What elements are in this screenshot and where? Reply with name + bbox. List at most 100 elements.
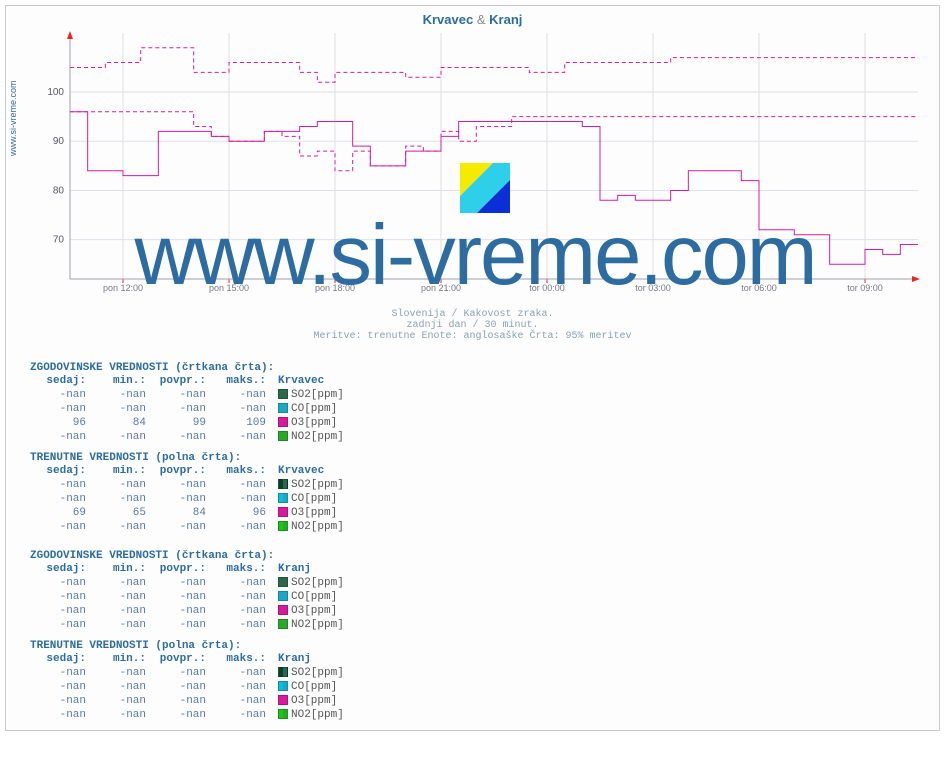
cell-value: -nan: [210, 680, 270, 694]
cell-value: -nan: [210, 694, 270, 708]
chart-plot: 708090100pon 12:00pon 15:00pon 18:00pon …: [42, 29, 928, 297]
cell-label: NO2[ppm]: [270, 708, 348, 722]
table-row: 69658496O3[ppm]: [30, 506, 348, 520]
svg-text:90: 90: [53, 136, 65, 147]
cell-label: O3[ppm]: [270, 604, 348, 618]
cell-value: 84: [150, 506, 210, 520]
table-row: -nan-nan-nan-nanNO2[ppm]: [30, 430, 348, 444]
cell-value: -nan: [30, 478, 90, 492]
cell-label: NO2[ppm]: [270, 520, 348, 534]
table-row: -nan-nan-nan-nanO3[ppm]: [30, 604, 348, 618]
table-row: -nan-nan-nan-nanCO[ppm]: [30, 402, 348, 416]
col-header: maks.:: [210, 464, 270, 478]
cell-value: -nan: [30, 680, 90, 694]
svg-text:pon 15:00: pon 15:00: [209, 283, 249, 293]
cell-value: -nan: [90, 590, 150, 604]
col-header: sedaj:: [30, 562, 90, 576]
cell-value: -nan: [90, 430, 150, 444]
cell-value: -nan: [210, 576, 270, 590]
values-table: sedaj:min.:povpr.:maks.:Krvavec-nan-nan-…: [30, 464, 348, 534]
title-amp: &: [477, 12, 486, 27]
col-header: min.:: [90, 652, 150, 666]
cell-value: 99: [150, 416, 210, 430]
cell-label: SO2[ppm]: [270, 388, 348, 402]
cell-value: -nan: [150, 666, 210, 680]
svg-text:70: 70: [53, 235, 65, 246]
cell-value: -nan: [90, 618, 150, 632]
cell-value: -nan: [90, 604, 150, 618]
table-row: -nan-nan-nan-nanSO2[ppm]: [30, 666, 348, 680]
data-tables: ZGODOVINSKE VREDNOSTI (črtkana črta):sed…: [6, 350, 939, 730]
col-header: min.:: [90, 562, 150, 576]
legend-swatch: [278, 417, 288, 427]
station-header: Krvavec: [270, 464, 348, 478]
cell-value: -nan: [150, 430, 210, 444]
cell-value: -nan: [210, 430, 270, 444]
cell-value: 65: [90, 506, 150, 520]
cell-value: -nan: [150, 694, 210, 708]
cell-value: -nan: [90, 478, 150, 492]
cell-value: -nan: [30, 520, 90, 534]
station-header: Kranj: [270, 562, 348, 576]
cell-label: SO2[ppm]: [270, 478, 348, 492]
legend-swatch: [278, 709, 288, 719]
cell-value: 96: [210, 506, 270, 520]
chart-container: www.si-vreme.com Krvavec & Kranj 7080901…: [5, 5, 940, 731]
cell-value: -nan: [150, 478, 210, 492]
legend-swatch: [278, 521, 288, 531]
meta-line-3: Meritve: trenutne Enote: anglosaške Črta…: [6, 331, 939, 342]
legend-swatch: [278, 681, 288, 691]
section-heading: TRENUTNE VREDNOSTI (polna črta):: [30, 452, 939, 464]
cell-value: -nan: [150, 604, 210, 618]
legend-swatch: [278, 479, 288, 489]
cell-value: -nan: [210, 402, 270, 416]
svg-text:pon 18:00: pon 18:00: [315, 283, 355, 293]
cell-value: -nan: [30, 492, 90, 506]
cell-value: -nan: [90, 402, 150, 416]
cell-value: -nan: [90, 666, 150, 680]
cell-label: O3[ppm]: [270, 416, 348, 430]
svg-text:tor 03:00: tor 03:00: [635, 283, 671, 293]
cell-value: -nan: [30, 430, 90, 444]
station-header: Kranj: [270, 652, 348, 666]
col-header: min.:: [90, 374, 150, 388]
cell-value: -nan: [90, 520, 150, 534]
col-header: sedaj:: [30, 374, 90, 388]
cell-value: -nan: [90, 576, 150, 590]
cell-label: SO2[ppm]: [270, 666, 348, 680]
cell-value: -nan: [210, 520, 270, 534]
col-header: min.:: [90, 464, 150, 478]
cell-label: CO[ppm]: [270, 680, 348, 694]
cell-value: -nan: [30, 708, 90, 722]
col-header: povpr.:: [150, 562, 210, 576]
legend-swatch: [278, 493, 288, 503]
cell-value: -nan: [210, 492, 270, 506]
table-row: -nan-nan-nan-nanNO2[ppm]: [30, 618, 348, 632]
values-table: sedaj:min.:povpr.:maks.:Krvavec-nan-nan-…: [30, 374, 348, 444]
col-header: povpr.:: [150, 374, 210, 388]
cell-value: -nan: [210, 618, 270, 632]
col-header: maks.:: [210, 652, 270, 666]
legend-swatch: [278, 507, 288, 517]
legend-swatch: [278, 695, 288, 705]
cell-value: -nan: [210, 590, 270, 604]
col-header: maks.:: [210, 374, 270, 388]
svg-text:tor 06:00: tor 06:00: [741, 283, 777, 293]
side-label: www.si-vreme.com: [8, 80, 18, 156]
section-heading: ZGODOVINSKE VREDNOSTI (črtkana črta):: [30, 550, 939, 562]
section-heading: TRENUTNE VREDNOSTI (polna črta):: [30, 640, 939, 652]
col-header: povpr.:: [150, 464, 210, 478]
legend-swatch: [278, 605, 288, 615]
cell-value: 96: [30, 416, 90, 430]
title-right: Kranj: [489, 12, 522, 27]
table-row: -nan-nan-nan-nanCO[ppm]: [30, 680, 348, 694]
svg-text:pon 12:00: pon 12:00: [103, 283, 143, 293]
cell-label: CO[ppm]: [270, 590, 348, 604]
svg-text:pon 21:00: pon 21:00: [421, 283, 461, 293]
legend-swatch: [278, 403, 288, 413]
cell-value: 109: [210, 416, 270, 430]
cell-value: -nan: [90, 492, 150, 506]
cell-value: -nan: [30, 388, 90, 402]
cell-value: -nan: [90, 694, 150, 708]
table-row: -nan-nan-nan-nanNO2[ppm]: [30, 708, 348, 722]
